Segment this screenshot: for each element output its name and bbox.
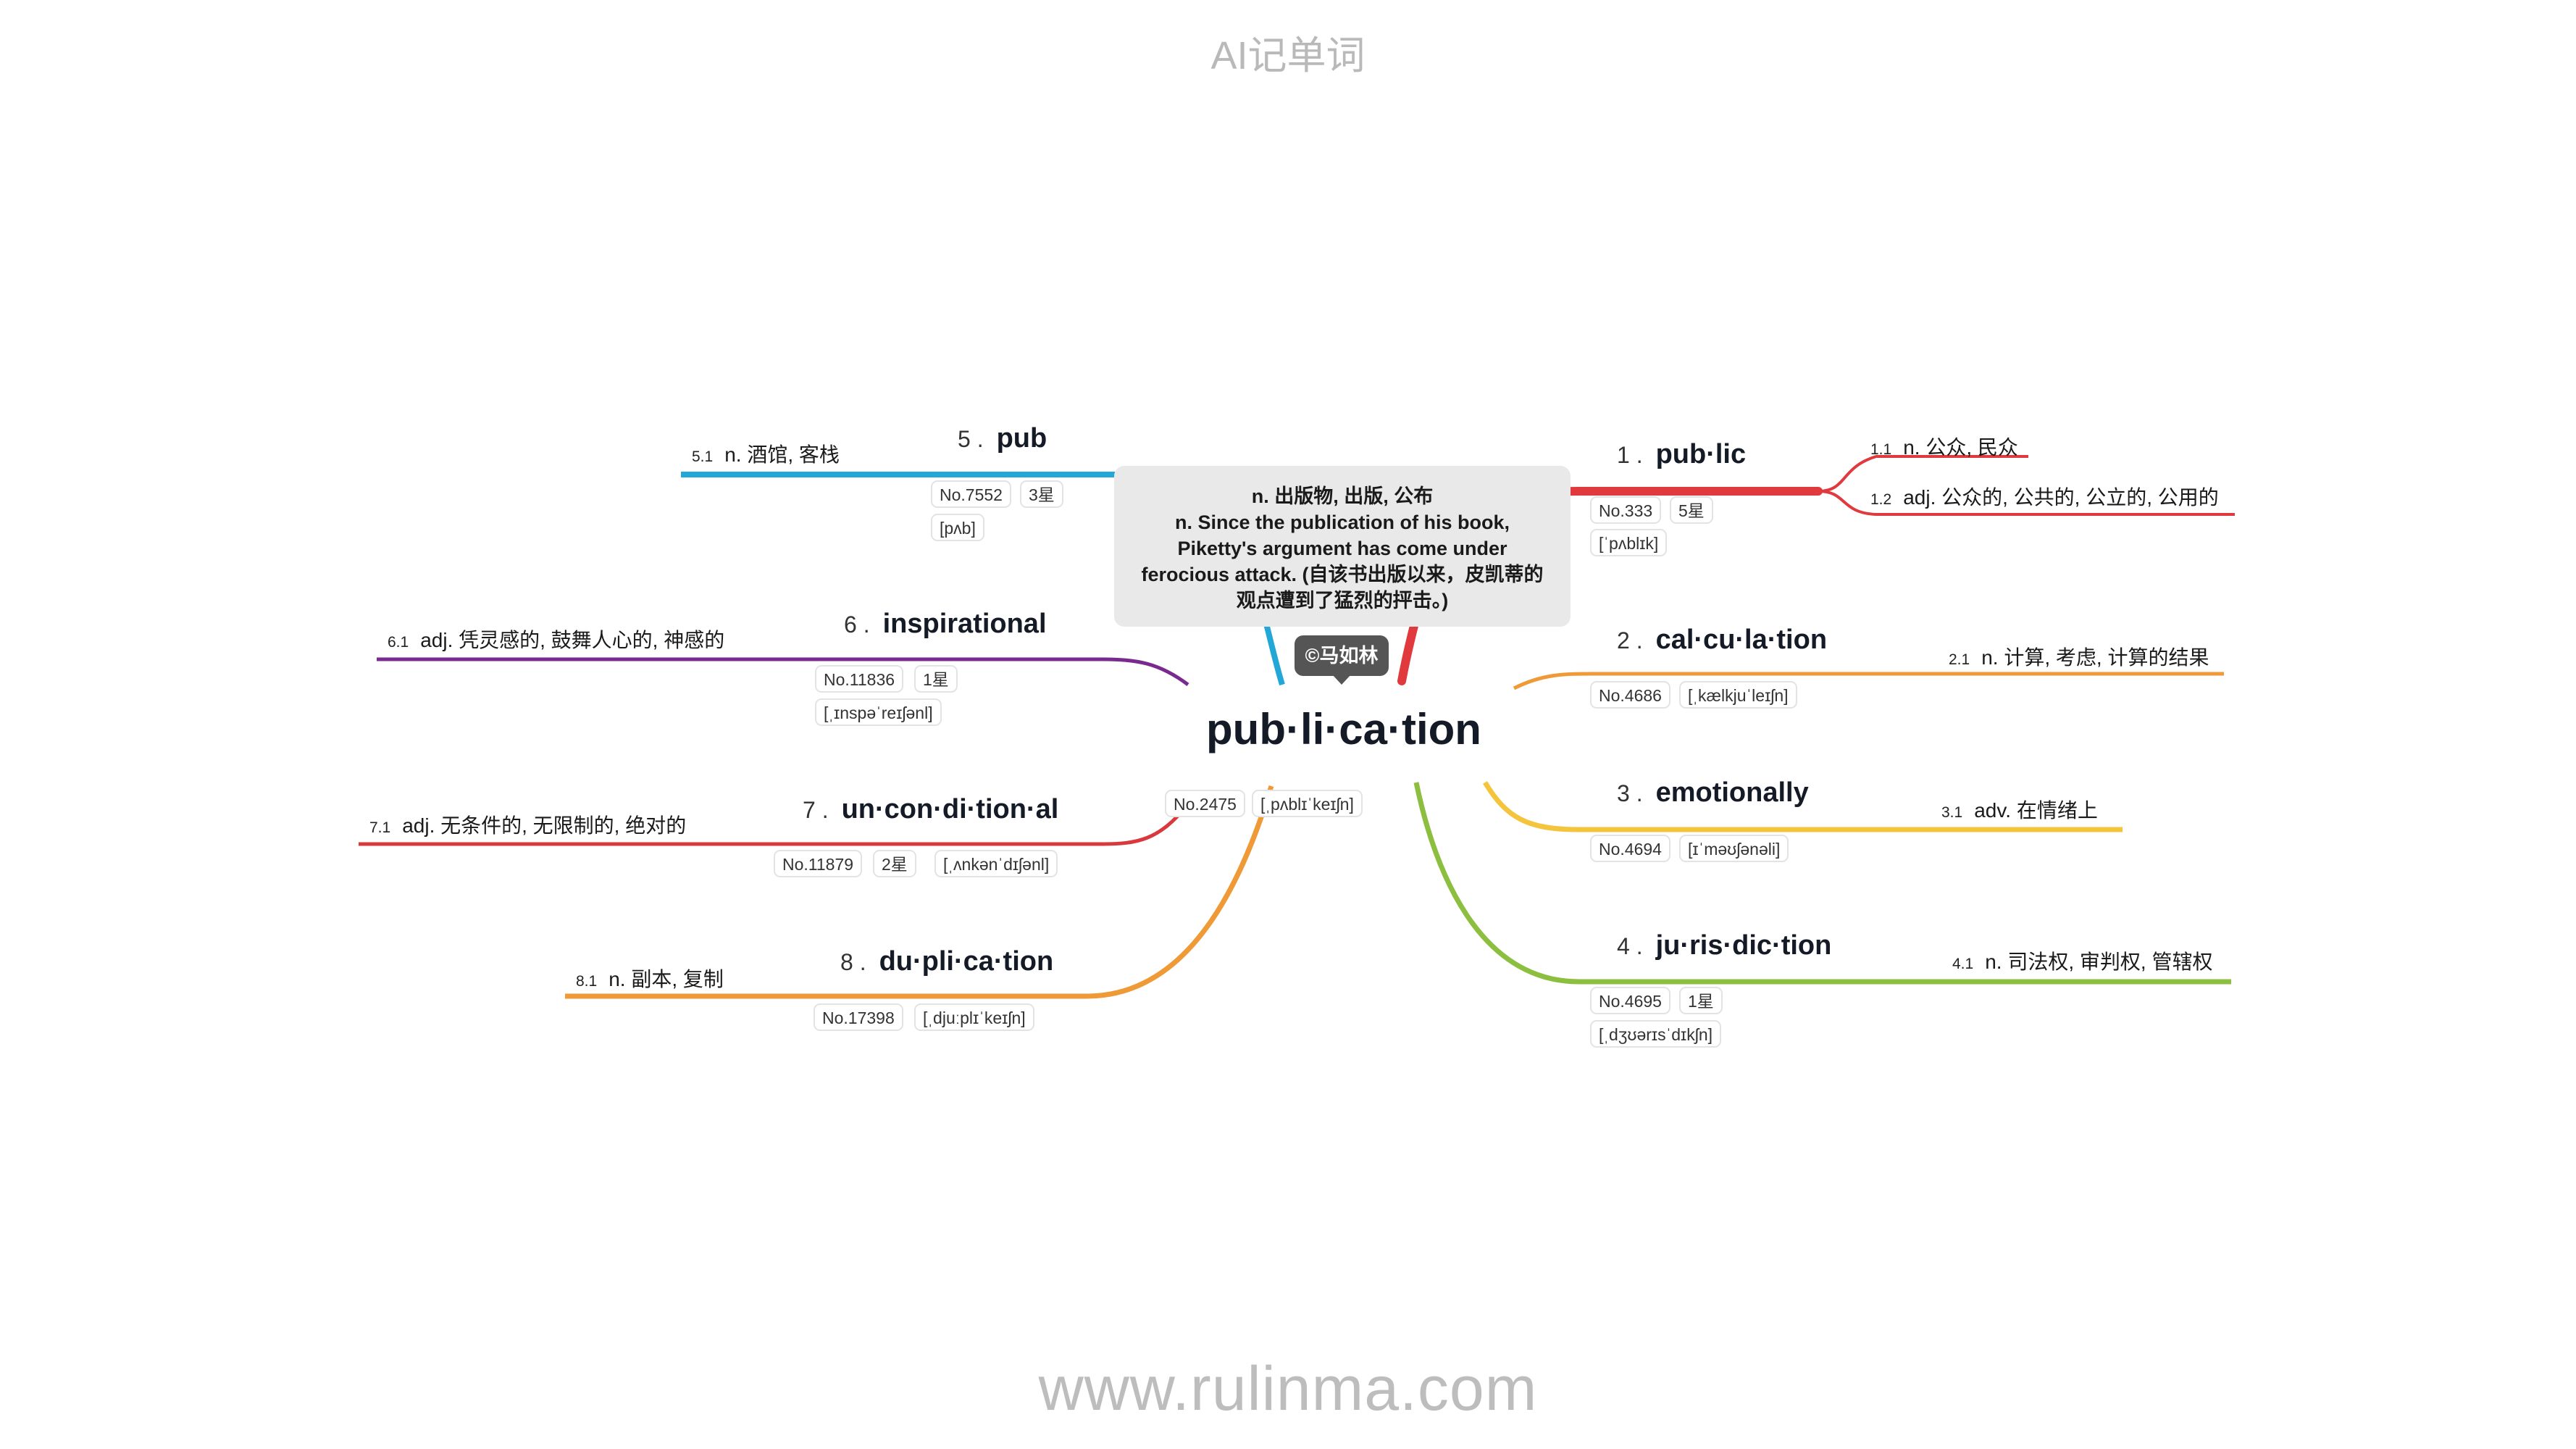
phonetic-chip: [ɪˈməʊʃənəli] [1679,835,1789,862]
word-text: ju·ris·dic·tion [1655,930,1832,961]
branch-public-sub-1 [1818,455,2028,493]
tooltip-line: n. Since the publication of his book, [1174,511,1510,533]
word-number: 8 . [840,949,866,975]
word-number: 5 . [958,426,984,452]
credit-badge: ©马如林 [1295,635,1389,676]
rank-chip: No.4694 [1590,835,1670,862]
rank-chip: No.11879 [774,850,863,877]
footer-url: www.rulinma.com [1038,1354,1538,1424]
root-rank-chip: No.2475 [1165,790,1245,817]
rank-chip: No.11836 [815,665,904,693]
rank-chip: No.7552 [931,480,1011,508]
credit-badge-pointer [1332,675,1351,685]
word-text: inspirational [882,609,1047,639]
word-text: pub [996,423,1047,454]
word-text: pub·lic [1655,439,1747,469]
rank-chip: No.17398 [814,1003,903,1031]
word-node-unconditional[interactable]: 7 . un·con·di·tion·al [803,794,1058,825]
word-node-emotionally[interactable]: 3 . emotionally [1617,777,1809,809]
root-word[interactable]: pub·li·ca·tion [1206,705,1481,753]
page-header-title: AI记单词 [1210,34,1366,78]
phonetic-chip: [ˌɪnspəˈreɪʃənl] [815,698,942,726]
star-chip: 1星 [914,665,958,693]
word-node-public[interactable]: 1 . pub·lic [1617,439,1746,470]
definition-tooltip: n. 出版物, 出版, 公布 n. Since the publication … [1114,466,1571,627]
phonetic-chip: [ˌkælkjuˈleɪʃn] [1679,681,1797,709]
branch-jurisdiction [1413,782,2231,985]
word-node-duplication[interactable]: 8 . du·pli·ca·tion [840,946,1053,977]
phonetic-chip: [ˌʌnkənˈdɪʃənl] [934,850,1058,877]
meaning-item: 5.1 n. 酒馆, 客栈 [692,443,840,466]
word-text: du·pli·ca·tion [879,946,1054,977]
meaning-item: 1.2 adj. 公众的, 公共的, 公立的, 公用的 [1870,486,2219,509]
branch-public-sub-2 [1818,490,2235,516]
word-number: 1 . [1617,442,1643,468]
word-text: cal·cu·la·tion [1655,625,1828,655]
tooltip-line: 观点遭到了猛烈的抨击。) [1236,590,1449,611]
meaning-item: 8.1 n. 副本, 复制 [576,968,724,990]
star-chip: 1星 [1679,987,1723,1014]
branch-calculation [1513,672,2224,690]
branch-inspirational [377,657,1189,687]
word-node-inspirational[interactable]: 6 . inspirational [844,609,1047,640]
meaning-item: 4.1 n. 司法权, 审判权, 管辖权 [1952,951,2213,973]
rank-chip: No.4695 [1590,987,1670,1014]
word-node-pub[interactable]: 5 . pub [958,423,1047,454]
word-number: 6 . [844,611,870,638]
phonetic-chip: [ˌdjuːplɪˈkeɪʃn] [914,1003,1034,1031]
phonetic-chip: [ˌdʒʊərɪsˈdɪkʃn] [1590,1020,1722,1048]
word-number: 7 . [803,797,829,823]
word-number: 3 . [1617,780,1643,806]
meaning-item: 2.1 n. 计算, 考虑, 计算的结果 [1949,646,2209,669]
meaning-item: 6.1 adj. 凭灵感的, 鼓舞人心的, 神感的 [388,629,725,651]
star-chip: 5星 [1670,496,1713,524]
word-text: emotionally [1655,777,1809,808]
word-number: 4 . [1617,933,1643,959]
meaning-item: 3.1 adv. 在情绪上 [1941,799,2098,822]
word-node-jurisdiction[interactable]: 4 . ju·ris·dic·tion [1617,930,1831,961]
tooltip-line: n. 出版物, 出版, 公布 [1251,485,1434,507]
meaning-item: 1.1 n. 公众, 民众 [1870,436,2018,459]
star-chip: 2星 [873,850,916,877]
meaning-item: 7.1 adj. 无条件的, 无限制的, 绝对的 [369,814,687,837]
word-number: 2 . [1617,627,1643,653]
star-chip: 3星 [1020,480,1063,508]
tooltip-line: Piketty's argument has come under [1177,538,1507,559]
branch-emotionally [1482,781,2123,832]
word-text: un·con·di·tion·al [841,794,1059,824]
branch-duplication [565,785,1274,999]
tooltip-line: ferocious attack. (自该书出版以来，皮凯蒂的 [1141,564,1544,585]
phonetic-chip: [ˈpʌblɪk] [1590,529,1668,556]
rank-chip: No.333 [1590,496,1662,524]
root-phonetic-chip: [ˌpʌblɪˈkeɪʃn] [1252,790,1363,817]
rank-chip: No.4686 [1590,681,1670,709]
word-node-calculation[interactable]: 2 . cal·cu·la·tion [1617,625,1827,656]
phonetic-chip: [pʌb] [931,514,984,541]
